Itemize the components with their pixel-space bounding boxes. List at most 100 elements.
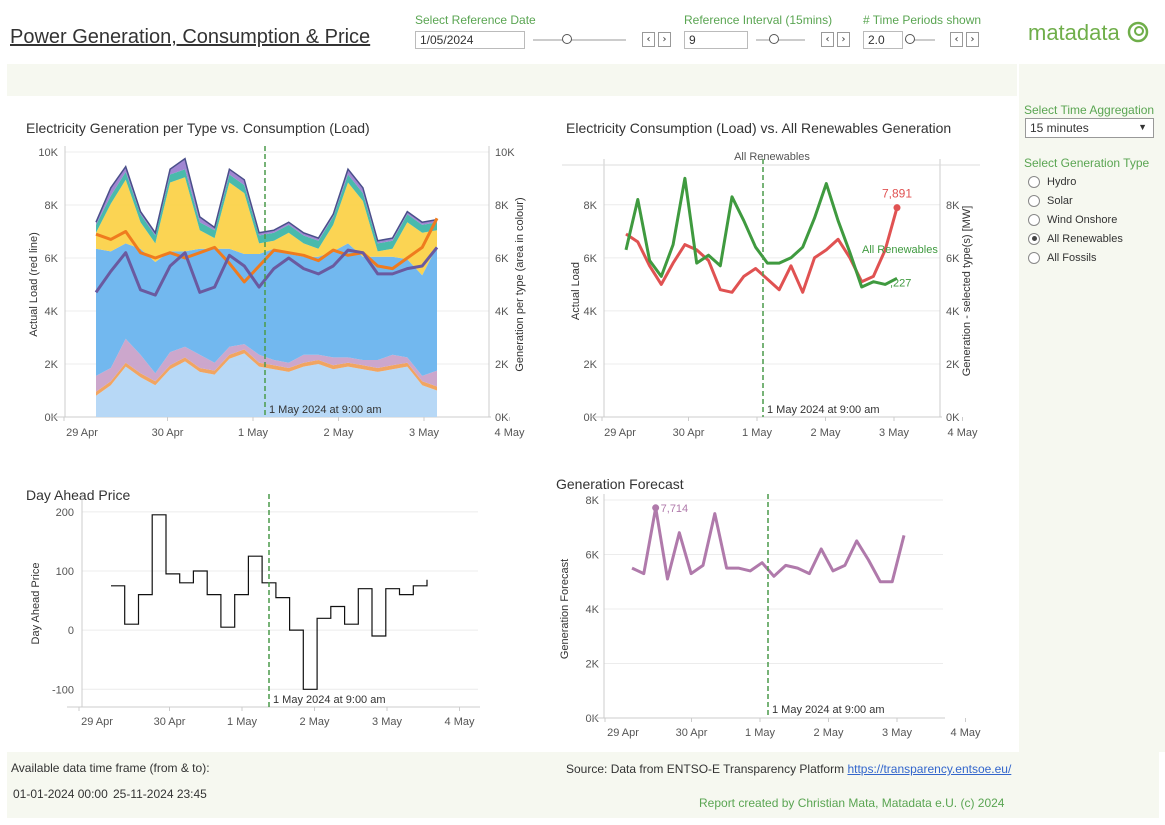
radio-selected-icon[interactable] [1028,232,1040,245]
radio-circle-icon[interactable] [1028,213,1040,226]
radio-solar[interactable]: Solar [1028,191,1123,210]
ref-interval-slider-track[interactable] [756,39,805,41]
line-series [624,176,898,289]
ref-date-slider-knob[interactable] [562,34,572,44]
periods-next-button[interactable]: › [966,32,979,47]
x-tick-label: 3 May [409,427,439,439]
x-tick-label: 29 Apr [607,727,639,739]
radio-all-fossils[interactable]: All Fossils [1028,248,1123,267]
ref-interval-slider-knob[interactable] [769,34,779,44]
y-tick-label: 200 [56,507,74,519]
footer-panel [7,752,1159,818]
aggregation-select[interactable]: 15 minutes ▼ [1025,118,1154,138]
ref-date-label: Select Reference Date [415,13,536,27]
credit-text: Report created by Christian Mata, Matada… [699,796,1005,810]
chart-title-load-vs-renewables: Electricity Consumption (Load) vs. All R… [566,120,952,136]
ref-interval-prev-button[interactable]: ‹ [821,32,834,47]
y-axis-title: Day Ahead Price [30,563,42,645]
y-tick-label: 0K [45,412,59,424]
y-tick-label: 4K [45,306,59,318]
x-tick-label: 3 May [372,716,402,728]
y-tick-label: 6K [586,550,600,562]
ref-interval-next-button[interactable]: › [837,32,850,47]
radio-all-renewables[interactable]: All Renewables [1028,229,1123,248]
x-tick-label: 2 May [811,427,841,439]
y-tick-label: 100 [56,566,74,578]
periods-slider-track[interactable] [905,39,935,41]
source-line: Source: Data from ENTSO-E Transparency P… [566,762,1011,776]
area-series [96,338,437,392]
x-tick-label: 29 Apr [66,427,98,439]
aggregation-value: 15 minutes [1030,121,1089,135]
x-tick-label: 1 May [745,727,775,739]
gen-type-label: Select Generation Type [1024,156,1150,170]
y-tick-label: 2K [586,659,600,671]
chart-title-gen-vs-load: Electricity Generation per Type vs. Cons… [26,120,370,136]
radio-label: Hydro [1047,175,1077,188]
radio-circle-icon[interactable] [1028,194,1040,207]
x-tick-label: 3 May [879,427,909,439]
ref-interval-input[interactable] [684,31,748,49]
y-tick-label: 4K [586,604,600,616]
y-axis-title: Generation Forecast [559,559,571,659]
timeframe-label: Available data time frame (from & to): [11,761,210,775]
reference-label: 1 May 2024 at 9:00 am [767,404,880,416]
x-tick-label: 30 Apr [154,716,186,728]
y2-tick-label: 4K [946,306,960,318]
radio-circle-icon[interactable] [1028,251,1040,264]
load-last-label: 7,891 [882,187,912,201]
radio-label: All Renewables [1047,232,1123,245]
y2-tick-label: 6K [946,253,960,265]
line-series [95,217,439,284]
y2-tick-label: 8K [946,200,960,212]
periods-prev-button[interactable]: ‹ [950,32,963,47]
ref-date-prev-button[interactable]: ‹ [642,32,655,47]
area-series [96,177,437,276]
x-tick-label: 4 May [948,427,978,439]
x-tick-label: 2 May [814,727,844,739]
y2-axis-title: Generation per type (area in colour) [514,197,526,371]
ref-date-slider-track[interactable] [533,39,626,41]
y-tick-label: -100 [52,684,74,696]
periods-slider-knob[interactable] [905,34,915,44]
source-link[interactable]: https://transparency.entsoe.eu/ [847,762,1012,776]
y-tick-label: 8K [584,200,598,212]
logo-swirl-icon [1127,21,1149,43]
y-tick-label: 10K [38,147,58,159]
aggregation-label: Select Time Aggregation [1024,103,1155,117]
chart-title-day-ahead-price: Day Ahead Price [26,487,131,503]
reference-label: 1 May 2024 at 9:00 am [772,704,885,716]
ref-date-next-button[interactable]: › [658,32,671,47]
forecast-peak-point [652,504,660,512]
x-tick-label: 4 May [445,716,475,728]
y-tick-label: 2K [584,359,598,371]
y-tick-label: 0K [586,713,600,725]
y2-tick-label: 4K [495,306,509,318]
page-title: Power Generation, Consumption & Price [10,26,371,48]
y2-tick-label: 0K [946,412,960,424]
radio-label: Solar [1047,194,1073,207]
source-prefix: Source: Data from ENTSO-E Transparency P… [566,762,845,776]
radio-label: Wind Onshore [1047,213,1118,226]
y-tick-label: 2K [45,359,59,371]
x-tick-label: 2 May [324,427,354,439]
y2-tick-label: 8K [495,200,509,212]
chart-load-vs-renewables: 0K 0K 2K 2K 4K 4K 6K 6K 8K 8K 29 Apr 30 Apr 1 May 2 M… [562,151,980,439]
periods-input[interactable] [863,31,903,49]
chart-generation-forecast: 0K 2K 4K 6K 8K 29 Apr 30 Apr 1 May 2 May 3 May 4 M… [559,494,981,739]
ref-date-input[interactable] [415,31,525,49]
logo: matadata [1028,20,1150,46]
stack-outline [95,157,438,242]
x-tick-label: 30 Apr [673,427,705,439]
filter-band [7,64,1017,96]
y2-tick-label: 0K [495,412,509,424]
radio-circle-icon[interactable] [1028,175,1040,188]
radio-hydro[interactable]: Hydro [1028,172,1123,191]
y2-tick-label: 2K [946,359,960,371]
reference-label: 1 May 2024 at 9:00 am [269,404,382,416]
chevron-down-icon: ▼ [1138,122,1147,132]
radio-wind-onshore[interactable]: Wind Onshore [1028,210,1123,229]
area-series [96,349,437,396]
x-tick-label: 1 May [742,427,772,439]
